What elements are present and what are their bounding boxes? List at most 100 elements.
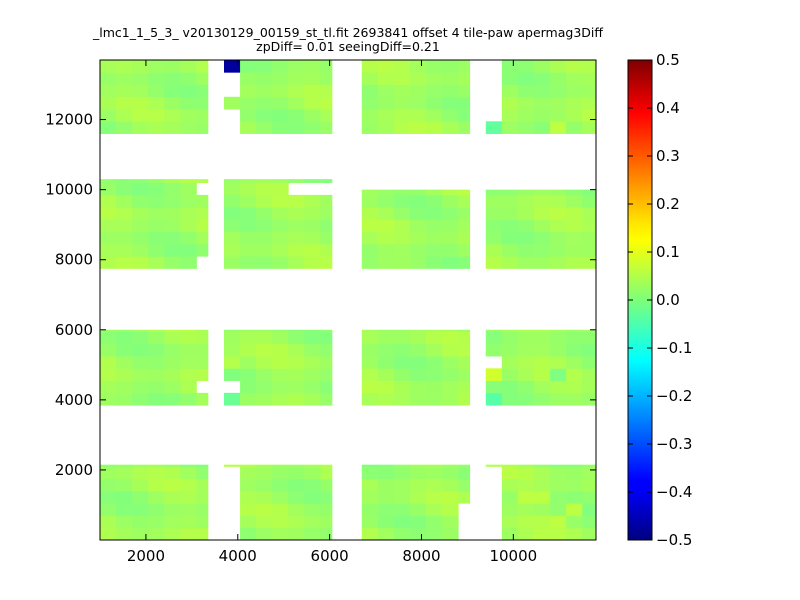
heatmap-cell xyxy=(582,194,597,208)
colorbar-tick-label: 0.3 xyxy=(656,147,680,165)
heatmap-cell xyxy=(566,527,583,541)
heatmap-cell xyxy=(550,109,567,122)
heatmap-cell xyxy=(501,503,519,516)
heatmap-cell xyxy=(196,527,209,541)
heatmap-cell xyxy=(256,392,273,406)
heatmap-cell xyxy=(582,256,597,269)
heatmap-cell xyxy=(224,329,241,332)
heatmap-cell xyxy=(458,392,471,406)
heatmap-cell xyxy=(501,243,519,257)
heatmap-cell xyxy=(566,219,583,233)
heatmap-cell xyxy=(393,256,411,269)
heatmap-cell xyxy=(132,207,149,220)
heatmap-cell xyxy=(550,72,567,85)
heatmap-cell xyxy=(224,179,241,184)
heatmap-cell xyxy=(361,96,379,110)
heatmap-cell xyxy=(393,490,411,504)
heatmap-cell xyxy=(132,256,149,269)
heatmap-cell xyxy=(180,179,197,184)
heatmap-cell xyxy=(361,464,379,467)
heatmap-cell xyxy=(100,72,117,85)
heatmap-cell xyxy=(377,256,395,269)
heatmap-cell xyxy=(272,84,289,98)
heatmap-cell xyxy=(180,380,197,394)
heatmap-cell xyxy=(100,182,117,196)
heatmap-cell xyxy=(501,515,519,529)
heatmap-cell xyxy=(534,503,551,516)
chart-title: _lmc1_1_5_3_ v20130129_00159_st_tl.fit 2… xyxy=(92,25,603,40)
colorbar-tick-label: −0.5 xyxy=(656,531,692,549)
heatmap-cell xyxy=(534,380,551,394)
heatmap-cell xyxy=(132,464,149,467)
heatmap-cell xyxy=(288,219,305,233)
heatmap-cell xyxy=(393,503,411,516)
heatmap-cell xyxy=(196,515,209,529)
heatmap-cell xyxy=(148,109,165,122)
heatmap-cell xyxy=(485,380,503,394)
heatmap-cell xyxy=(256,72,273,85)
heatmap-cell xyxy=(426,392,443,406)
heatmap-cell xyxy=(534,466,551,480)
heatmap-cell xyxy=(180,503,197,516)
heatmap-cell xyxy=(148,466,165,480)
heatmap-cell xyxy=(116,60,133,73)
heatmap-cell xyxy=(272,231,289,245)
heatmap-cell xyxy=(100,478,117,492)
heatmap-cell xyxy=(288,243,305,257)
heatmap-cell xyxy=(426,219,443,233)
heatmap-cell xyxy=(517,84,535,98)
heatmap-cell xyxy=(426,243,443,257)
heatmap-cell xyxy=(393,331,411,345)
heatmap-cell xyxy=(361,256,379,269)
heatmap-cell xyxy=(377,478,395,492)
heatmap-cell xyxy=(272,243,289,257)
heatmap-cell xyxy=(116,380,133,394)
heatmap-cell xyxy=(148,179,165,184)
x-tick-label: 8000 xyxy=(402,547,440,565)
heatmap-cell xyxy=(240,231,257,245)
heatmap-cell xyxy=(410,343,427,357)
heatmap-cell xyxy=(180,121,197,134)
heatmap-cell xyxy=(180,490,197,504)
heatmap-cell xyxy=(100,464,117,467)
heatmap-cell xyxy=(361,331,379,345)
heatmap-cell xyxy=(256,60,273,73)
heatmap-cell xyxy=(196,72,209,85)
heatmap-cell xyxy=(393,368,411,381)
heatmap-cell xyxy=(320,256,333,269)
heatmap-cell xyxy=(361,219,379,233)
heatmap-cell xyxy=(517,464,535,467)
heatmap-cell xyxy=(100,503,117,516)
x-tick-label: 6000 xyxy=(311,547,349,565)
heatmap-cell xyxy=(534,72,551,85)
heatmap-cell xyxy=(164,368,181,381)
heatmap-cell xyxy=(164,256,181,269)
heatmap-cell xyxy=(116,231,133,245)
heatmap-cell xyxy=(148,231,165,245)
heatmap-cell xyxy=(288,256,305,269)
heatmap-cell xyxy=(132,466,149,480)
heatmap-cell xyxy=(196,219,209,233)
heatmap-cell xyxy=(501,96,519,110)
heatmap-cell xyxy=(501,356,519,369)
heatmap-cell xyxy=(410,527,427,541)
heatmap-cell xyxy=(458,231,471,245)
heatmap-cell xyxy=(288,478,305,492)
heatmap-cell xyxy=(501,490,519,504)
heatmap-cell xyxy=(485,219,503,233)
heatmap-cell xyxy=(196,194,209,208)
heatmap-cell xyxy=(410,392,427,406)
heatmap-cell xyxy=(426,331,443,345)
heatmap-cell xyxy=(148,84,165,98)
heatmap-cell xyxy=(426,490,443,504)
heatmap-cell xyxy=(361,356,379,369)
heatmap-cell xyxy=(442,331,459,345)
heatmap-cell xyxy=(566,60,583,73)
heatmap-cell xyxy=(426,121,443,134)
heatmap-cell xyxy=(517,392,535,406)
heatmap-cell xyxy=(458,356,471,369)
heatmap-cell xyxy=(116,219,133,233)
heatmap-cell xyxy=(256,356,273,369)
heatmap-cell xyxy=(393,194,411,208)
heatmap-cell xyxy=(582,207,597,220)
